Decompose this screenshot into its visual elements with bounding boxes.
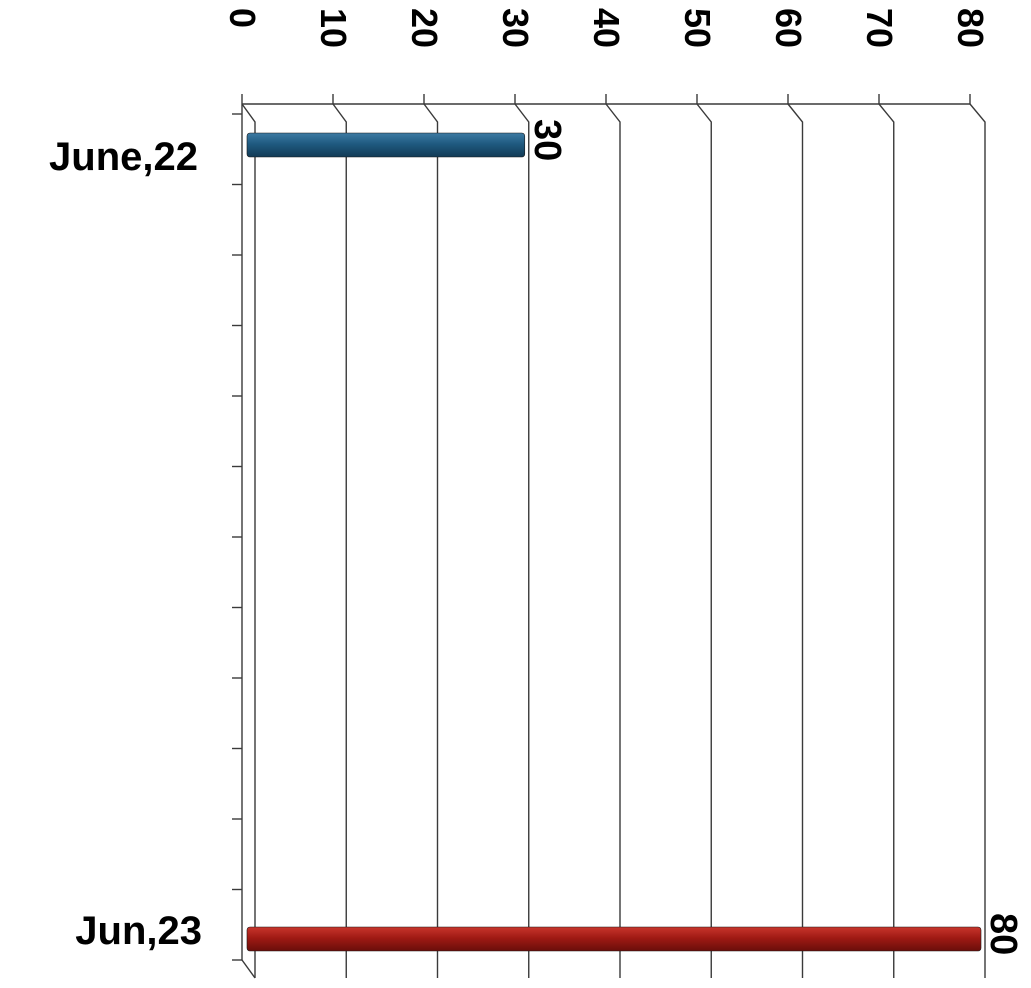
data-label-june-22: 30	[526, 119, 568, 161]
data-labels: 30 80	[526, 119, 1024, 955]
category-label-jun-23: Jun,23	[75, 909, 202, 953]
gridlines	[241, 103, 986, 978]
gridline-0	[241, 103, 256, 978]
bars	[246, 132, 982, 952]
x-tick-label-50: 50	[677, 8, 718, 48]
x-tick-label-80: 80	[950, 8, 991, 48]
x-tick-label-0: 0	[222, 8, 263, 28]
gridline-30	[514, 103, 530, 978]
x-tick-label-20: 20	[404, 8, 445, 48]
gridline-70	[878, 103, 895, 978]
bar-jun-23	[246, 926, 982, 952]
category-labels: June,22 Jun,23	[49, 135, 202, 953]
gridline-80	[969, 103, 986, 978]
x-tick-label-40: 40	[586, 8, 627, 48]
x-tick-label-60: 60	[768, 8, 809, 48]
gridline-40	[605, 103, 621, 978]
category-label-june-22: June,22	[49, 135, 198, 179]
gridline-20	[423, 103, 439, 978]
gridline-10	[332, 103, 347, 978]
gridline-50	[696, 103, 712, 978]
axes	[232, 94, 971, 979]
gridline-60	[787, 103, 804, 978]
tick-labels: 0 10 20 30 40 50 60 70 80	[222, 8, 991, 48]
data-label-jun-23: 80	[982, 913, 1024, 955]
x-tick-label-30: 30	[495, 8, 536, 48]
bar-june-22	[246, 132, 526, 158]
floor-edge	[241, 959, 256, 979]
x-tick-label-10: 10	[313, 8, 354, 48]
x-tick-label-70: 70	[859, 8, 900, 48]
